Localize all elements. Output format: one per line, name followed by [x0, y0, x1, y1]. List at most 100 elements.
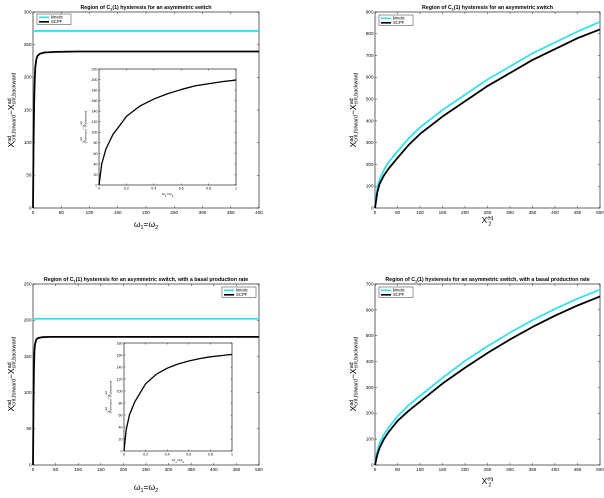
ylabel-sub: crit,forward — [12, 379, 18, 406]
y-tick-label: 100 — [117, 389, 123, 393]
x-tick-label: 0.2 — [143, 453, 148, 457]
x-tick-label: 500 — [596, 467, 604, 472]
y-tick-label: 250 — [24, 281, 32, 286]
x-tick-label: 150 — [114, 210, 122, 215]
title-text: (1) hysteresis for an asymmetric switch — [112, 5, 211, 11]
x-tick-label: 50 — [395, 467, 401, 472]
chart-panel-4: Region of C1(1) hysteresis for an asymme… — [348, 277, 604, 489]
xlabel-symbol: ω — [134, 219, 141, 229]
y-tick-label: 220 — [92, 67, 98, 71]
y-tick-label: 500 — [366, 333, 374, 338]
legend-label: kinetic — [393, 16, 405, 21]
x-axis-label: Xeq 2 — [482, 215, 494, 228]
y-tick-label: 80 — [94, 141, 98, 145]
y-tick-label: 160 — [92, 99, 98, 103]
y-tick-label: 400 — [366, 118, 374, 123]
ylabel-sep: −X — [106, 394, 111, 399]
inset-chart: 0 0.2 0.4 0.6 0.8 1020406080100120140160180ω1… — [104, 341, 233, 464]
x-tick-label: 250 — [484, 467, 492, 472]
x-tick-label: 0.6 — [186, 453, 191, 457]
title-text: Region of C — [44, 277, 74, 283]
xlabel-sup: eq — [487, 477, 493, 483]
y-tick-label: 50 — [26, 426, 32, 431]
x-tick-label: 0 — [374, 210, 377, 215]
x-tick-label: 150 — [97, 467, 105, 472]
x-tick-label: 0 — [32, 467, 35, 472]
legend-box — [378, 14, 414, 26]
y-tick-label: 200 — [24, 318, 32, 323]
xlabel-eq: =ω — [144, 482, 156, 492]
x-tick-label: 250 — [170, 210, 178, 215]
inset-frame — [98, 68, 237, 186]
chart-panel-3: Region of C1(1) hysteresis for an asymme… — [6, 277, 263, 494]
y-tick-label: 200 — [92, 78, 98, 82]
x-tick-label: 1 — [235, 187, 237, 191]
y-tick-label: 0 — [29, 205, 32, 210]
x-tick-label: 100 — [74, 467, 82, 472]
y-tick-label: 140 — [92, 110, 98, 114]
ylabel-sub: crit,forward — [84, 129, 88, 143]
inset-series-line-scpf — [98, 79, 237, 186]
series-line-kinetic — [374, 288, 601, 466]
y-tick-label: 600 — [366, 75, 374, 80]
y-tick-label: 40 — [119, 425, 123, 429]
ylabel-sub: crit,forward — [12, 115, 18, 142]
y-tick-label: 100 — [24, 390, 32, 395]
x-tick-label: 400 — [551, 467, 559, 472]
ylabel-base: X — [6, 141, 16, 147]
x-tick-label: 300 — [165, 467, 173, 472]
x-tick-label: 400 — [255, 210, 263, 215]
xlabel-sub: 2 — [182, 460, 184, 464]
ylabel-sup: ad — [349, 98, 355, 104]
x-tick-label: 100 — [416, 467, 424, 472]
y-tick-label: 700 — [366, 53, 374, 58]
y-tick-label: 150 — [24, 354, 32, 359]
x-tick-label: 0 — [32, 210, 35, 215]
x-tick-label: 450 — [574, 467, 582, 472]
inset-frame — [123, 342, 233, 452]
chart-panel-2: Region of C1(1) hysteresis for an asymme… — [348, 5, 604, 228]
y-tick-label: 800 — [366, 31, 374, 36]
title-sub: 1 — [415, 280, 417, 284]
xlabel-symbol: X — [482, 215, 488, 225]
x-tick-label: 200 — [120, 467, 128, 472]
ylabel-sub: crit,backward — [354, 73, 360, 105]
x-axis-label: ω1=ω2 — [134, 219, 158, 231]
ylabel-sup: ad — [7, 98, 13, 104]
y-tick-label: 500 — [366, 97, 374, 102]
y-tick-label: 20 — [119, 437, 123, 441]
ylabel-sup: ad — [7, 362, 13, 368]
title-text: (1) hysteresis for an asymmetric switch,… — [417, 277, 590, 283]
x-tick-label: 50 — [53, 467, 59, 472]
legend-label: SCPF — [393, 20, 405, 25]
ylabel-sep: −X — [6, 104, 16, 115]
ylabel-sep: −X — [348, 368, 358, 379]
y-tick-label: 0 — [371, 462, 374, 467]
x-tick-label: 0.2 — [124, 187, 129, 191]
ylabel-sub: crit,backward — [84, 110, 88, 127]
series-line-scpf — [374, 28, 601, 209]
y-tick-label: 400 — [366, 359, 374, 364]
y-tick-label: 50 — [26, 173, 32, 178]
series-line-kinetic — [374, 20, 601, 209]
ylabel-sup: ad — [104, 407, 108, 411]
ylabel-sep: −X — [348, 104, 358, 115]
ylabel-sup: ad — [349, 136, 355, 142]
xlabel-sub: 2 — [488, 222, 491, 228]
inset-x-axis-label: ω1=ω2 — [172, 457, 184, 464]
y-tick-label: 140 — [117, 365, 123, 369]
x-tick-label: 0.8 — [206, 187, 211, 191]
x-axis-label: Xeq 2 — [482, 476, 494, 489]
chart-title: Region of C1(1) hysteresis for an asymme… — [44, 277, 248, 284]
y-tick-label: 200 — [24, 75, 32, 80]
xlabel-symbol: ω — [172, 457, 175, 462]
title-text: (1) hysteresis for an asymmetric switch,… — [76, 277, 249, 283]
y-tick-label: 200 — [366, 162, 374, 167]
chart-title: Region of C1(1) hysteresis for an asymme… — [422, 5, 553, 12]
xlabel-eq: =ω — [166, 191, 171, 196]
y-tick-label: 250 — [24, 42, 32, 47]
ylabel-sub: crit,backward — [12, 337, 18, 369]
xlabel-sub: 2 — [155, 225, 158, 231]
y-tick-label: 160 — [117, 353, 123, 357]
